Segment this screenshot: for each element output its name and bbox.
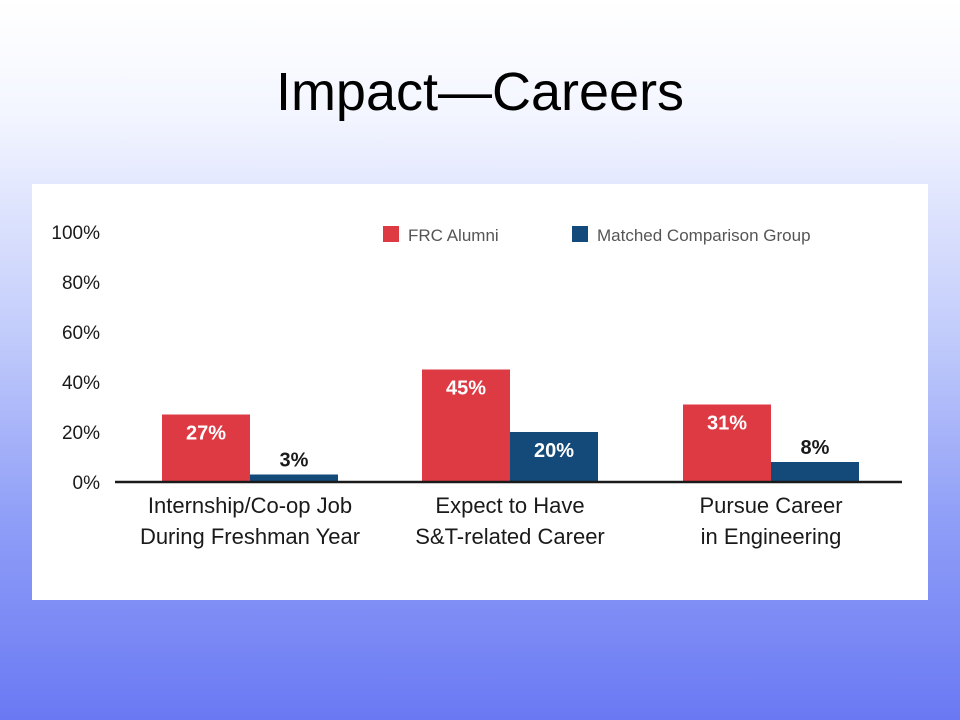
data-label: 27% (186, 423, 226, 445)
data-label: 20% (534, 440, 574, 462)
bar (683, 404, 771, 482)
y-tick-label: 100% (51, 223, 100, 244)
category-label: S&T-related Career (415, 524, 605, 549)
y-tick-label: 0% (73, 473, 101, 494)
y-tick-label: 20% (62, 423, 100, 444)
bar (250, 474, 338, 482)
data-label: 45% (446, 378, 486, 400)
bar (771, 462, 859, 482)
category-label: Expect to Have (435, 493, 584, 518)
bar-chart: 0% 20% 40% 60% 80% 100% FRC Alumni Matched Comp… (51, 223, 902, 549)
category-label: Internship/Co-op Job (148, 493, 352, 518)
y-tick-label: 40% (62, 373, 100, 394)
data-label: 8% (801, 437, 830, 459)
category-label: Pursue Career (699, 493, 842, 518)
legend-swatch (572, 226, 588, 242)
y-tick-label: 80% (62, 273, 100, 294)
chart-panel: 0% 20% 40% 60% 80% 100% FRC Alumni Matched Comp… (32, 184, 928, 600)
y-tick-label: 60% (62, 323, 100, 344)
category-label: During Freshman Year (140, 524, 360, 549)
data-label: 31% (707, 413, 747, 435)
slide-title: Impact—Careers (275, 62, 685, 122)
data-label: 3% (280, 450, 309, 472)
legend-label: FRC Alumni (408, 226, 499, 245)
bar (422, 369, 510, 482)
bar (162, 414, 250, 482)
bar (510, 432, 598, 482)
legend-swatch (383, 226, 399, 242)
category-label: in Engineering (701, 524, 842, 549)
legend-label: Matched Comparison Group (597, 226, 811, 245)
